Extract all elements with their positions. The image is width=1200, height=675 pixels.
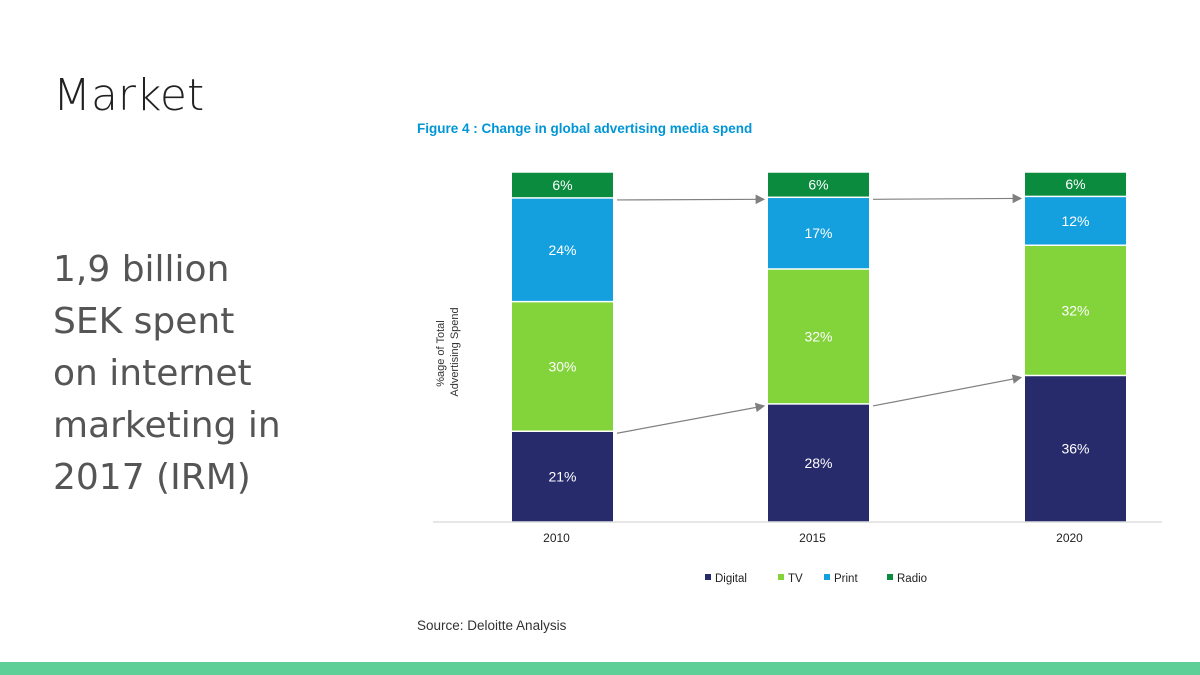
bar-radio-2010 (512, 172, 613, 198)
legend: Digital TV Print Radio (705, 573, 927, 585)
bar-radio-2015 (768, 172, 869, 197)
trend-arrow-print-2015-2020 (872, 193, 1023, 204)
data-label-digital-2020: 36% (1061, 441, 1089, 457)
legend-swatch-print (824, 574, 830, 580)
legend-label-tv: TV (788, 573, 803, 585)
body-line: 1,9 billion (53, 249, 230, 290)
legend-label-print: Print (834, 573, 858, 585)
stacked-bar-chart: Figure 4 : Change in global advertising … (417, 121, 1162, 633)
data-label-print-2020: 12% (1061, 213, 1089, 229)
bar-print-2020 (1025, 197, 1126, 245)
source-note: Source: Deloitte Analysis (417, 618, 567, 633)
data-label-digital-2015: 28% (804, 455, 832, 471)
data-label-tv-2015: 32% (804, 328, 832, 344)
legend-label-radio: Radio (897, 573, 927, 585)
x-tick-2010: 2010 (543, 531, 570, 545)
y-axis-label-line: Advertising Spend (449, 307, 461, 396)
x-tick-labels: 2010 2015 2020 (543, 531, 1083, 545)
legend-swatch-tv (778, 574, 784, 580)
body-line: marketing in (53, 405, 281, 446)
bar-print-2015 (768, 198, 869, 269)
bar-tv-2015 (768, 269, 869, 404)
slide-body-text: 1,9 billion SEK spent on internet market… (53, 244, 353, 504)
trend-arrow-digital-2010-2015 (616, 402, 766, 434)
data-label-tv-2020: 32% (1061, 302, 1089, 318)
legend-label-digital: Digital (715, 573, 747, 585)
x-tick-2015: 2015 (799, 531, 826, 545)
legend-swatch-digital (705, 574, 711, 580)
accent-bar (0, 662, 1200, 675)
trend-arrow-print-2010-2015 (616, 194, 766, 205)
bar-print-2010 (512, 198, 613, 301)
body-line: on internet (53, 353, 252, 394)
chart-title: Figure 4 : Change in global advertising … (417, 121, 752, 136)
data-label-print-2010: 24% (548, 242, 576, 258)
bar-digital-2020 (1025, 376, 1126, 522)
bar-tv-2010 (512, 302, 613, 431)
slide-title: Market (53, 70, 205, 121)
x-tick-2020: 2020 (1056, 531, 1083, 545)
body-line: SEK spent (53, 301, 235, 342)
bar-digital-2015 (768, 404, 869, 522)
data-label-radio-2015: 6% (808, 177, 828, 193)
bars-group: 21% 30% 24% 6% 28% 32% 17% 6% 36% 32% 12% 6% (512, 172, 1126, 522)
bar-tv-2020 (1025, 246, 1126, 375)
y-axis-label: %age of Total Advertising Spend (435, 307, 461, 396)
bar-radio-2020 (1025, 172, 1126, 196)
data-label-radio-2020: 6% (1065, 176, 1085, 192)
data-label-digital-2010: 21% (548, 469, 576, 485)
bar-digital-2010 (512, 432, 613, 522)
y-axis-label-line: %age of Total (435, 320, 447, 386)
data-label-radio-2010: 6% (552, 177, 572, 193)
trend-arrow-digital-2015-2020 (872, 374, 1023, 407)
trend-arrows-group (616, 193, 1023, 434)
body-line: 2017 (IRM) (53, 457, 251, 498)
legend-swatch-radio (887, 574, 893, 580)
data-label-tv-2010: 30% (548, 358, 576, 374)
data-label-print-2015: 17% (804, 225, 832, 241)
